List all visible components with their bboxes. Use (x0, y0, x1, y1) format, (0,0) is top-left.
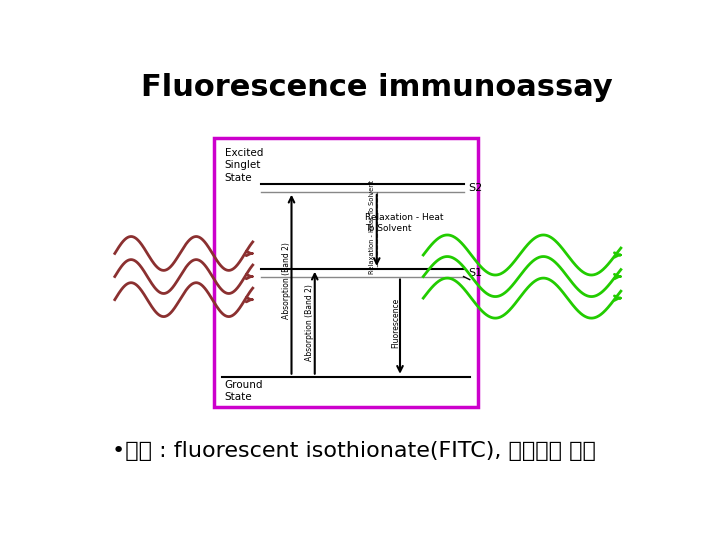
Text: Relaxation - Heat
To Solvent: Relaxation - Heat To Solvent (365, 213, 444, 233)
Text: Absorption (Band 2): Absorption (Band 2) (282, 242, 291, 319)
Text: S1: S1 (468, 268, 482, 278)
Text: •원리 : fluorescent isothionate(FITC), 형광물질 표지: •원리 : fluorescent isothionate(FITC), 형광물… (112, 441, 595, 461)
Text: Absorption (Band 2): Absorption (Band 2) (305, 285, 314, 361)
Text: Ground
State: Ground State (225, 380, 264, 402)
Text: Fluorescence: Fluorescence (391, 298, 400, 348)
Text: Fluorescence immunoassay: Fluorescence immunoassay (141, 73, 613, 103)
Bar (214, 138, 477, 408)
Text: S2: S2 (468, 183, 482, 193)
Text: Excited
Singlet
State: Excited Singlet State (225, 148, 264, 183)
Text: Relaxation - Heat To Solvent: Relaxation - Heat To Solvent (369, 179, 375, 274)
